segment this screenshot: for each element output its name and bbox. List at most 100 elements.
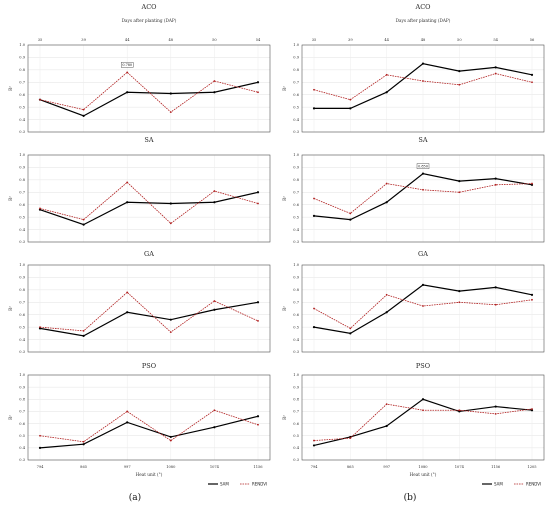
chart-left-pso: PSO 0.3 0.4 0.5 0.6 0.7 0.8 0.9 1.0 R² 794 865 997 10…	[8, 362, 271, 486]
data-point-rendvi	[313, 307, 315, 310]
legend-label-sam: SAM	[494, 481, 503, 486]
top-tick-label: 44	[384, 38, 389, 42]
y-tick-label: 0.7	[293, 410, 299, 414]
data-point-rendvi	[494, 303, 497, 306]
data-point-sam	[349, 218, 352, 221]
data-point-sam	[82, 114, 85, 117]
y-tick-label: 0.9	[293, 166, 299, 170]
top-tick-label: 39	[81, 38, 86, 42]
data-point-sam	[349, 332, 352, 335]
y-tick-label: 0.8	[19, 68, 25, 72]
charts-layer: ACO Days after planting (DAP) 35 39 44 48 50 54…	[8, 3, 545, 486]
data-point-rendvi	[39, 98, 41, 101]
y-tick-label: 0.8	[19, 288, 25, 292]
data-point-sam	[312, 444, 316, 447]
data-point-sam	[385, 201, 388, 204]
y-tick-label: 0.6	[19, 422, 25, 426]
y-tick-label: 0.6	[19, 203, 25, 207]
chart-title: GA	[144, 250, 154, 258]
data-point-sam	[213, 426, 216, 429]
top-tick-label: 50	[212, 38, 217, 42]
y-tick-label: 0.7	[19, 410, 25, 414]
legend-label-rendvi: RENDVI	[526, 481, 541, 486]
y-tick-label: 0.6	[19, 93, 25, 97]
data-point-rendvi	[494, 183, 497, 186]
plot-frame	[27, 374, 271, 461]
plot-frame	[27, 264, 271, 353]
top-tick-label: 35	[38, 38, 43, 42]
x-tick-label: 794	[37, 465, 45, 469]
y-tick-label: 0.8	[293, 397, 299, 401]
data-point-rendvi	[349, 437, 352, 440]
x-axis-label: Heat unit (°)	[410, 472, 437, 477]
chart-title: ACO	[141, 3, 157, 11]
y-tick-label: 1.0	[19, 263, 25, 267]
data-point-rendvi	[494, 412, 497, 415]
top-tick-label: 50	[457, 38, 462, 42]
series-line-rendvi	[39, 71, 259, 113]
chart-title: SA	[144, 136, 153, 144]
y-tick-label: 0.5	[19, 215, 25, 219]
y-tick-label: 0.4	[293, 228, 299, 232]
data-point-rendvi	[422, 188, 424, 191]
data-point-rendvi	[213, 190, 216, 192]
top-tick-label: 44	[125, 38, 130, 42]
y-tick-label: 1.0	[293, 373, 299, 377]
data-point-rendvi	[385, 293, 388, 296]
data-point-rendvi	[213, 300, 216, 302]
data-point-rendvi	[313, 439, 315, 442]
y-tick-label: 0.3	[19, 458, 25, 462]
data-point-sam	[169, 92, 172, 95]
y-axis-label: R²	[282, 86, 287, 91]
data-point-rendvi	[313, 88, 315, 91]
legend-label-sam: SAM	[220, 481, 229, 486]
y-tick-label: 1.0	[19, 153, 25, 157]
data-point-rendvi	[39, 434, 41, 437]
y-tick-label: 0.3	[293, 130, 299, 134]
data-point-rendvi	[349, 212, 352, 215]
x-tick-label: 1080	[166, 465, 176, 469]
y-tick-label: 0.9	[19, 166, 25, 170]
top-axis-label: Days after planting (DAP)	[122, 18, 177, 23]
data-point-rendvi	[531, 298, 533, 301]
chart-title: PSO	[142, 362, 156, 370]
y-tick-label: 0.5	[19, 105, 25, 109]
data-point-sam	[385, 424, 388, 428]
panel-label-left: (a)	[129, 492, 141, 503]
y-tick-label: 0.5	[293, 325, 299, 329]
y-axis-label: R²	[282, 306, 287, 311]
panel-label-right: (b)	[404, 492, 417, 503]
y-tick-label: 0.9	[19, 56, 25, 60]
y-tick-label: 0.6	[19, 313, 25, 317]
y-tick-label: 1.0	[19, 373, 25, 377]
data-point-sam	[458, 70, 461, 73]
y-tick-label: 0.6	[293, 422, 299, 426]
plot-frame	[27, 154, 271, 243]
plot-frame	[301, 374, 545, 461]
x-axis-label: Heat unit (°)	[136, 472, 163, 477]
top-tick-label: 56	[530, 38, 535, 42]
y-tick-label: 1.0	[19, 43, 25, 47]
data-point-sam	[458, 180, 461, 183]
y-tick-label: 0.4	[293, 118, 299, 122]
x-tick-label: 997	[383, 465, 391, 469]
series-line-sam	[39, 415, 259, 449]
y-tick-label: 0.5	[293, 105, 299, 109]
x-tick-label: 1205	[527, 465, 537, 469]
data-point-sam	[349, 107, 352, 110]
data-point-sam	[312, 107, 316, 110]
data-point-rendvi	[213, 80, 216, 82]
y-tick-label: 0.7	[19, 190, 25, 194]
y-tick-label: 0.4	[19, 446, 25, 450]
data-point-rendvi	[82, 218, 85, 221]
data-point-rendvi	[82, 329, 85, 332]
top-tick-label: 39	[348, 38, 353, 42]
x-tick-label: 1080	[418, 465, 428, 469]
data-point-rendvi	[169, 111, 172, 114]
y-tick-label: 0.7	[19, 80, 25, 84]
y-axis-label: R²	[282, 415, 287, 420]
series-line-rendvi	[39, 409, 259, 443]
data-point-sam	[530, 73, 534, 76]
data-point-sam	[38, 446, 42, 449]
data-point-rendvi	[349, 98, 352, 101]
